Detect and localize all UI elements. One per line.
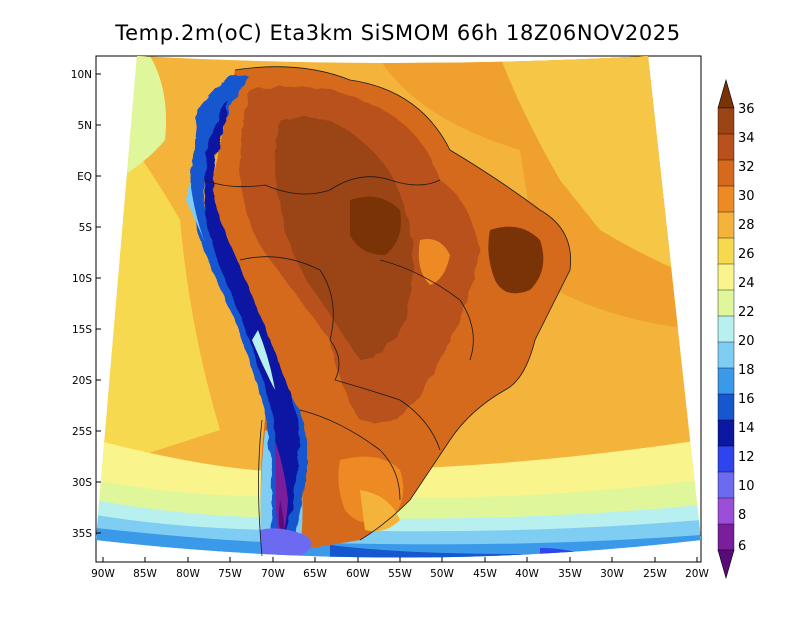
colorbar-label: 10 [738,479,755,494]
colorbar-swatch [717,341,735,369]
lat-label: 5S [79,222,93,234]
colorbar-label: 24 [738,276,755,291]
colorbar-label: 20 [738,334,755,349]
colorbar-swatch [717,263,735,291]
lat-label: 20S [72,375,92,387]
lon-label: 30W [600,568,624,580]
colorbar-swatch [717,497,735,525]
colorbar-swatch [717,159,735,187]
colorbar-swatch [717,393,735,421]
colorbar-swatch [717,445,735,473]
lat-label: 25S [72,426,92,438]
lon-label: 40W [515,568,539,580]
colorbar-label: 16 [738,392,755,407]
latitude-axis: 10N 5N EQ 5S 10S 15S 20S 25S 30S 35S [71,69,101,540]
colorbar-label: 26 [738,247,755,262]
lon-label: 65W [303,568,327,580]
colorbar-label: 28 [738,218,755,233]
lat-label: 30S [72,477,92,489]
colorbar-label: 32 [738,160,755,175]
colorbar-label: 14 [738,421,755,436]
lat-label: 35S [72,528,92,540]
lon-label: 60W [346,568,370,580]
colorbar-bottom-arrow [717,549,735,580]
lat-label: EQ [77,171,92,183]
colorbar-swatch [717,133,735,161]
lon-label: 90W [91,568,115,580]
colorbar-label: 6 [738,539,746,554]
colorbar-swatch [717,107,735,135]
colorbar-swatch [717,211,735,239]
colorbar-swatch [717,367,735,395]
lon-label: 50W [430,568,454,580]
lon-label: 35W [558,568,582,580]
lon-label: 70W [261,568,285,580]
temperature-field [96,56,701,558]
map-frame [95,55,702,563]
colorbar-label: 8 [738,508,746,523]
colorbar-swatch [717,523,735,551]
lon-label: 85W [133,568,157,580]
lat-label: 5N [77,120,92,132]
longitude-axis: 90W 85W 80W 75W 70W 65W 60W 55W 50W 45W … [91,557,709,580]
lat-label: 10N [71,69,92,81]
colorbar-top-arrow [717,78,735,109]
colorbar-label: 36 [738,102,755,117]
country-boundaries [204,66,572,557]
colorbar-label: 18 [738,363,755,378]
colorbar-swatch [717,237,735,265]
colorbar-swatch [717,471,735,499]
colorbar-label: 12 [738,450,755,465]
colorbar-swatch [717,289,735,317]
lon-label: 75W [218,568,242,580]
lon-label: 25W [643,568,667,580]
colorbar-swatch [717,185,735,213]
lon-label: 80W [176,568,200,580]
lon-label: 55W [388,568,412,580]
colorbar-label: 22 [738,305,755,320]
map-title: Temp.2m(oC) Eta3km SiSMOM 66h 18Z06NOV20… [114,21,680,45]
colorbar-swatch [717,419,735,447]
colorbar-swatch [717,315,735,343]
colorbar-label: 34 [738,131,755,146]
lat-label: 15S [72,324,92,336]
lon-label: 45W [473,568,497,580]
colorbar-label: 30 [738,189,755,204]
lat-label: 10S [72,273,92,285]
colorbar: 36 34 32 30 28 26 24 22 20 18 16 14 12 1… [717,78,755,580]
colorbar-swatches [717,78,735,580]
lon-label: 20W [685,568,709,580]
